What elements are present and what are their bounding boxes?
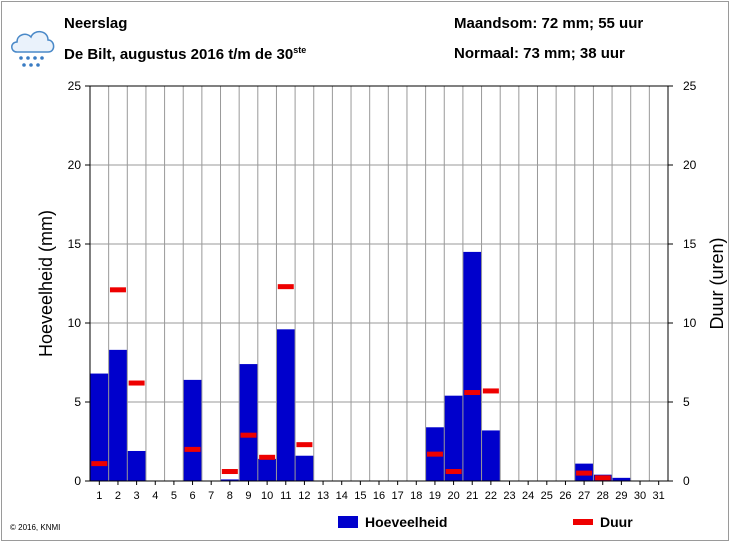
duration-mark-day-12 [296, 442, 313, 448]
x-tick-label: 26 [559, 490, 571, 502]
x-tick-label: 5 [171, 490, 177, 502]
x-tick-label: 30 [634, 490, 646, 502]
bar-day-1 [90, 373, 109, 481]
y2-tick-label: 20 [683, 158, 697, 172]
duration-mark-day-2 [109, 287, 126, 293]
x-tick-label: 15 [354, 490, 366, 502]
x-tick-label: 23 [503, 490, 515, 502]
duration-mark-day-21 [464, 390, 481, 396]
legend-swatch-hoeveelheid [338, 516, 358, 528]
x-tick-label: 7 [208, 490, 214, 502]
bar-day-6 [183, 379, 202, 481]
duration-mark-day-3 [128, 380, 145, 386]
x-tick-label: 4 [152, 490, 158, 502]
rain-cloud-icon [11, 31, 55, 67]
y2-tick-label: 15 [683, 237, 697, 251]
x-tick-label: 6 [189, 490, 195, 502]
duration-mark-day-28 [594, 475, 611, 481]
y2-tick-label: 25 [683, 79, 697, 93]
duration-mark-day-20 [445, 469, 462, 475]
bar-day-22 [481, 430, 501, 481]
normal-value: Normaal: 73 mm; 38 uur [454, 45, 625, 62]
x-tick-label: 19 [429, 490, 441, 502]
chart-title: Neerslag [64, 15, 128, 32]
x-tick-label: 10 [261, 490, 273, 502]
x-tick-label: 29 [615, 490, 627, 502]
x-tick-label: 27 [578, 490, 590, 502]
duration-mark-day-9 [240, 432, 257, 438]
x-tick-label: 14 [336, 490, 348, 502]
subtitle-sup: ste [293, 45, 307, 55]
x-tick-label: 18 [410, 490, 422, 502]
duration-mark-day-11 [277, 284, 294, 290]
copyright: © 2016, KNMI [10, 523, 61, 532]
bar-day-10 [257, 458, 277, 481]
duration-mark-day-8 [221, 469, 238, 475]
x-tick-label: 25 [541, 490, 553, 502]
bar-day-20 [444, 395, 463, 481]
bar-day-29 [612, 477, 631, 481]
y-tick-label: 15 [68, 237, 82, 251]
bar-day-3 [127, 450, 146, 481]
y-axis-label: Hoeveelheid (mm) [36, 210, 56, 357]
x-tick-label: 11 [280, 490, 291, 502]
x-tick-label: 22 [485, 490, 497, 502]
x-tick-label: 28 [597, 490, 609, 502]
x-tick-label: 24 [522, 490, 534, 502]
bar-day-8 [220, 479, 240, 481]
plot-area [89, 85, 669, 482]
duration-mark-day-6 [184, 446, 201, 452]
x-tick-label: 8 [227, 490, 233, 502]
subtitle-main: De Bilt, augustus 2016 t/m de 30 [64, 46, 294, 63]
x-tick-label: 17 [392, 490, 404, 502]
duration-mark-day-10 [259, 454, 276, 460]
x-tick-label: 2 [115, 490, 121, 502]
y-tick-label: 25 [68, 79, 82, 93]
y2-tick-label: 0 [683, 474, 690, 488]
y2-tick-label: 10 [683, 316, 697, 330]
y-tick-label: 20 [68, 158, 82, 172]
bar-day-21 [462, 251, 482, 481]
x-tick-label: 21 [466, 490, 478, 502]
x-tick-label: 9 [245, 490, 251, 502]
bar-day-9 [239, 364, 258, 481]
y2-axis-label: Duur (uren) [707, 237, 727, 329]
y-tick-label: 10 [68, 316, 82, 330]
x-tick-label: 16 [373, 490, 385, 502]
legend-label-duur: Duur [600, 514, 633, 530]
legend-swatch-duur [573, 519, 593, 525]
duration-mark-day-1 [91, 461, 108, 467]
bar-day-11 [276, 329, 296, 481]
duration-mark-day-19 [426, 451, 443, 457]
y-tick-label: 0 [74, 474, 81, 488]
x-tick-label: 20 [447, 490, 459, 502]
y2-tick-label: 5 [683, 395, 690, 409]
x-tick-label: 31 [653, 490, 665, 502]
x-tick-label: 13 [317, 490, 329, 502]
bar-day-2 [108, 349, 128, 481]
legend-label-hoeveelheid: Hoeveelheid [365, 514, 447, 530]
month-sum: Maandsom: 72 mm; 55 uur [454, 15, 644, 32]
y-tick-label: 5 [74, 395, 81, 409]
duration-mark-day-27 [576, 470, 593, 476]
x-tick-label: 12 [298, 490, 310, 502]
x-tick-label: 3 [134, 490, 140, 502]
chart-subtitle: De Bilt, augustus 2016 t/m de 30ste [64, 45, 306, 63]
x-tick-label: 1 [96, 490, 102, 502]
duration-mark-day-22 [482, 388, 499, 394]
bar-day-12 [295, 455, 314, 481]
